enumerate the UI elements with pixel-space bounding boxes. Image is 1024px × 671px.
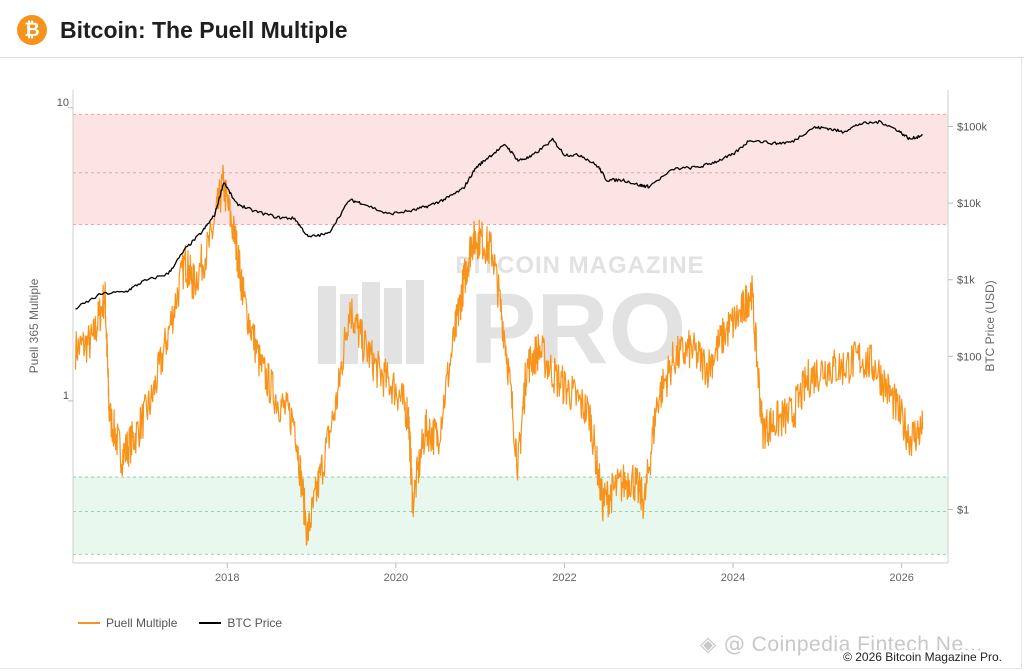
watermark-bar-0 [318, 286, 336, 364]
watermark-bar-4 [406, 280, 424, 364]
x-tick-label-1: 2020 [384, 572, 408, 584]
y-right-tick-label-2: $1k [957, 275, 975, 287]
y-right-tick-label-4: $1 [957, 504, 969, 516]
series-line-btc-price [75, 119, 923, 310]
legend-item-puell[interactable]: Puell Multiple [78, 616, 177, 630]
chart-legend: Puell Multiple BTC Price [78, 616, 304, 630]
watermark-bar-3 [384, 288, 402, 364]
x-tick-label-3: 2024 [721, 572, 745, 584]
x-tick-label-4: 2026 [889, 572, 913, 584]
high-band [73, 114, 948, 225]
chart-frame [0, 58, 1022, 669]
y-right-tick-label-3: $100 [957, 351, 981, 363]
y-right-tick-label-0: $100k [957, 122, 987, 134]
x-tick-label-2: 2022 [552, 572, 576, 584]
y-right-tick-label-1: $10k [957, 198, 981, 210]
y-axis-right-title: BTC Price (USD) [983, 280, 997, 371]
bitcoin-icon: ₿ [17, 15, 47, 45]
page-title: Bitcoin: The Puell Multiple [60, 17, 348, 43]
watermark-line2: PRO [470, 273, 687, 385]
legend-item-btc[interactable]: BTC Price [199, 616, 282, 630]
legend-label-btc: BTC Price [227, 616, 283, 630]
y-left-tick-label-1: 1 [63, 390, 69, 402]
y-axis-left-title: Puell 365 Multiple [27, 278, 41, 373]
y-left-tick-label-0: 10 [57, 97, 69, 109]
copyright-notice: © 2026 Bitcoin Magazine Pro. [843, 650, 1002, 664]
legend-swatch-puell [78, 622, 100, 624]
page-header: ₿ Bitcoin: The Puell Multiple [0, 0, 1024, 58]
legend-swatch-btc [199, 622, 222, 624]
legend-label-puell: Puell Multiple [106, 616, 178, 630]
bitcoin-magazine-logo-icon [318, 280, 424, 364]
coinpedia-logo-icon: ◈ @ [700, 632, 746, 656]
series-line-puell-multiple [74, 164, 924, 546]
low-band [73, 477, 948, 555]
x-tick-label-0: 2018 [215, 572, 239, 584]
